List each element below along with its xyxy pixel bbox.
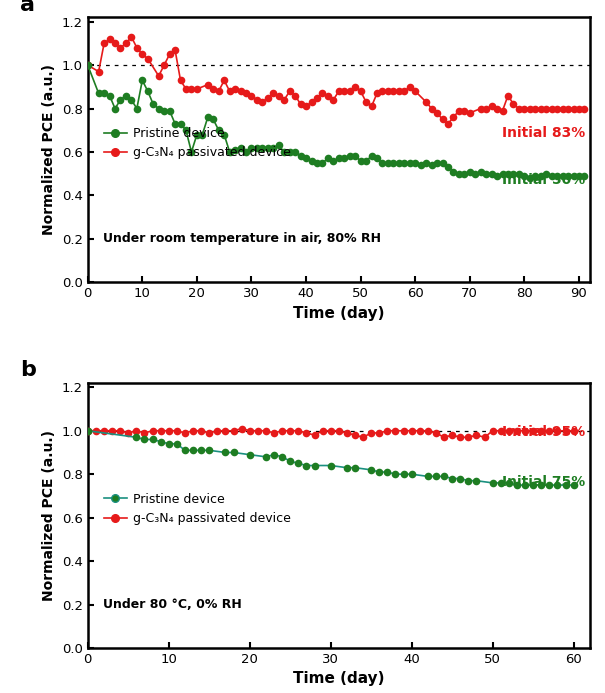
Text: Initial 83%: Initial 83% xyxy=(502,125,585,139)
Legend: Pristine device, g-C₃N₄ passivated device: Pristine device, g-C₃N₄ passivated devic… xyxy=(104,493,290,525)
Text: Initial 95%: Initial 95% xyxy=(502,425,585,439)
Y-axis label: Normalized PCE (a.u.): Normalized PCE (a.u.) xyxy=(42,64,56,236)
Text: a: a xyxy=(20,0,35,15)
Text: Under 80 °C, 0% RH: Under 80 °C, 0% RH xyxy=(103,597,241,611)
Legend: Pristine device, g-C₃N₄ passivated device: Pristine device, g-C₃N₄ passivated devic… xyxy=(104,128,290,159)
Text: Initial 50%: Initial 50% xyxy=(502,173,585,187)
X-axis label: Time (day): Time (day) xyxy=(293,306,385,321)
Y-axis label: Normalized PCE (a.u.): Normalized PCE (a.u.) xyxy=(42,430,56,601)
Text: b: b xyxy=(20,360,36,380)
Text: Under room temperature in air, 80% RH: Under room temperature in air, 80% RH xyxy=(103,232,381,245)
Text: Initial 75%: Initial 75% xyxy=(502,475,585,489)
X-axis label: Time (day): Time (day) xyxy=(293,672,385,686)
